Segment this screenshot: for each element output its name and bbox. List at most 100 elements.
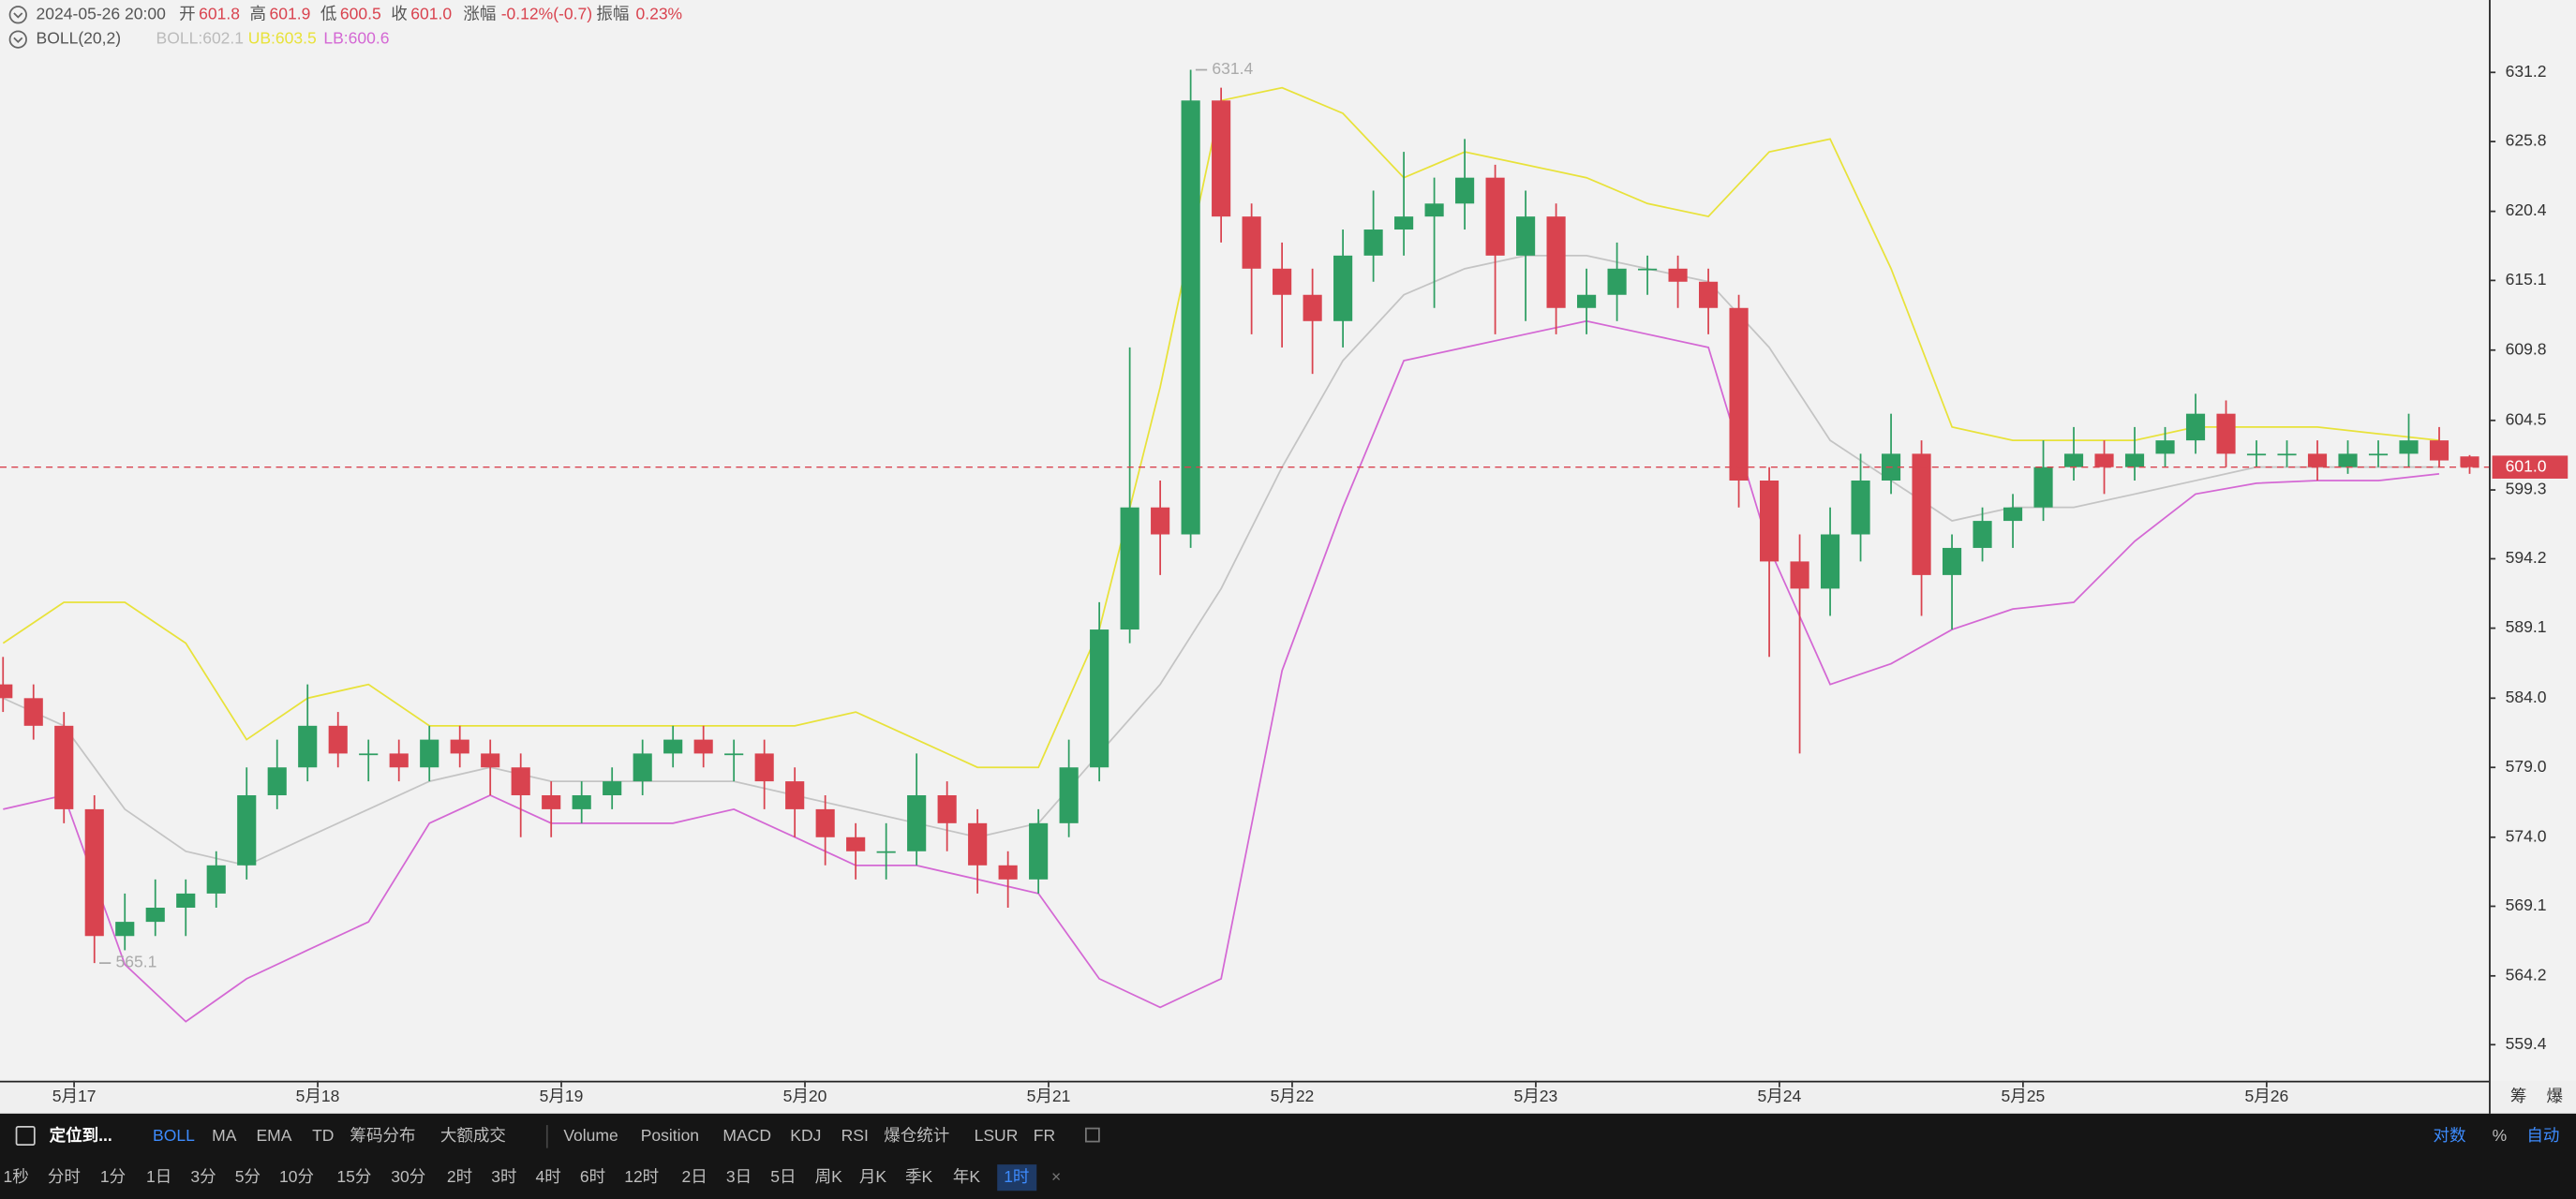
candle-body — [815, 808, 835, 837]
candle-body — [1455, 177, 1475, 204]
collapse-icon[interactable] — [8, 30, 27, 49]
candle-body — [237, 794, 257, 866]
y-tick-label: 594.2 — [2506, 548, 2547, 567]
indicator-button[interactable]: LSUR — [975, 1126, 1019, 1145]
interval-button[interactable]: 季K — [905, 1167, 933, 1186]
candle-body — [2307, 453, 2328, 467]
interval-button[interactable]: 3分 — [190, 1167, 216, 1186]
candle-body — [1273, 268, 1292, 295]
candle-body — [328, 725, 348, 754]
candle-body — [267, 767, 287, 795]
scale-button[interactable]: % — [2493, 1126, 2508, 1145]
interval-button[interactable]: 12时 — [624, 1167, 659, 1186]
candle-body — [511, 767, 530, 795]
scale-button[interactable]: 对数 — [2433, 1126, 2466, 1145]
candle-body — [2429, 440, 2449, 461]
candle-body — [633, 753, 652, 782]
candle-body — [481, 753, 500, 768]
candle-body — [115, 922, 135, 937]
interval-button[interactable]: 2日 — [682, 1167, 707, 1186]
y-tick-label: 574.0 — [2506, 826, 2547, 845]
locate-icon[interactable] — [15, 1125, 36, 1147]
interval-button[interactable]: 1时 — [1004, 1167, 1029, 1186]
close-icon[interactable]: × — [1051, 1167, 1061, 1186]
y-tick-label: 559.4 — [2506, 1034, 2547, 1053]
indicator-button[interactable]: KDJ — [790, 1126, 821, 1145]
candle-body — [1120, 507, 1139, 630]
axis-corner[interactable]: 爆 — [2546, 1087, 2563, 1105]
edit-icon[interactable] — [1084, 1127, 1100, 1143]
candle-body — [389, 753, 409, 768]
y-tick-label: 620.4 — [2506, 200, 2547, 219]
indicator-button[interactable]: MACD — [722, 1126, 771, 1145]
indicator-button[interactable]: FR — [1034, 1126, 1055, 1145]
interval-button[interactable]: 5日 — [770, 1167, 796, 1186]
header-text: -0.12%(-0.7) — [501, 4, 592, 22]
candle-body — [907, 794, 927, 851]
candle-body — [420, 739, 439, 768]
candle-body — [1546, 216, 1566, 308]
candle-body — [998, 865, 1018, 880]
interval-button[interactable]: 年K — [953, 1167, 981, 1186]
candle-body — [2460, 456, 2479, 467]
indicator-button[interactable]: RSI — [841, 1126, 869, 1145]
interval-button[interactable]: 4时 — [536, 1167, 561, 1186]
indicator-button[interactable]: 筹码分布 — [350, 1126, 415, 1145]
plot-area — [0, 69, 2479, 1023]
low-annotation: 565.1 — [116, 953, 157, 971]
y-tick-label: 584.0 — [2506, 688, 2547, 706]
interval-button[interactable]: 周K — [815, 1167, 843, 1186]
interval-button[interactable]: 1日 — [146, 1167, 171, 1186]
y-tick-label: 569.1 — [2506, 896, 2547, 914]
price-tag — [2492, 455, 2569, 479]
interval-button[interactable]: 2时 — [447, 1167, 472, 1186]
indicator-button[interactable]: 爆仓统计 — [884, 1126, 949, 1145]
price-tag-label: 601.0 — [2506, 456, 2547, 475]
x-tick-label: 5月17 — [52, 1087, 97, 1105]
interval-button[interactable]: 3时 — [491, 1167, 516, 1186]
axis-corner[interactable]: 筹 — [2510, 1087, 2527, 1105]
indicator-button[interactable]: EMA — [256, 1126, 291, 1145]
indicator-button[interactable]: MA — [212, 1126, 237, 1145]
candle-body — [846, 836, 866, 851]
indicator-button[interactable]: TD — [312, 1126, 334, 1145]
interval-button[interactable]: 6时 — [580, 1167, 605, 1186]
interval-button[interactable]: 1分 — [100, 1167, 126, 1186]
candle-body — [1668, 268, 1688, 282]
indicator-button[interactable]: 大额成交 — [440, 1126, 506, 1145]
high-annotation: 631.4 — [1212, 59, 1253, 78]
candle-body — [206, 865, 226, 894]
candle-body — [663, 739, 683, 754]
interval-button[interactable]: 15分 — [336, 1167, 371, 1186]
candle-body — [1333, 255, 1353, 321]
candle-body — [2063, 453, 2084, 467]
candle-body — [1485, 177, 1505, 256]
candle-body — [1729, 307, 1749, 481]
interval-button[interactable]: 30分 — [391, 1167, 425, 1186]
interval-button[interactable]: 分时 — [48, 1167, 81, 1186]
y-tick-label: 625.8 — [2506, 131, 2547, 150]
y-tick-label: 609.8 — [2506, 339, 2547, 358]
candle-body — [572, 794, 591, 809]
candle-body — [693, 739, 713, 754]
indicator-button[interactable]: Volume — [563, 1126, 618, 1145]
indicator-button[interactable]: Position — [641, 1126, 699, 1145]
interval-button[interactable]: 10分 — [279, 1167, 314, 1186]
interval-button[interactable]: 5分 — [235, 1167, 261, 1186]
candle-body — [2033, 466, 2053, 508]
interval-button[interactable]: 1秒 — [4, 1167, 29, 1186]
candle-body — [2216, 413, 2236, 454]
header-text: 601.8 — [199, 4, 240, 22]
interval-button[interactable]: 3日 — [726, 1167, 752, 1186]
scale-button[interactable]: 自动 — [2526, 1126, 2559, 1145]
candle-body — [1973, 521, 1992, 548]
locate-button[interactable]: 定位到... — [50, 1126, 112, 1145]
collapse-icon[interactable] — [8, 6, 27, 24]
interval-button[interactable]: 月K — [859, 1167, 887, 1186]
y-tick-label: 631.2 — [2506, 62, 2547, 81]
candle-body — [2368, 453, 2389, 456]
indicator-button[interactable]: BOLL — [153, 1126, 195, 1145]
header-text: 高 — [249, 4, 266, 22]
